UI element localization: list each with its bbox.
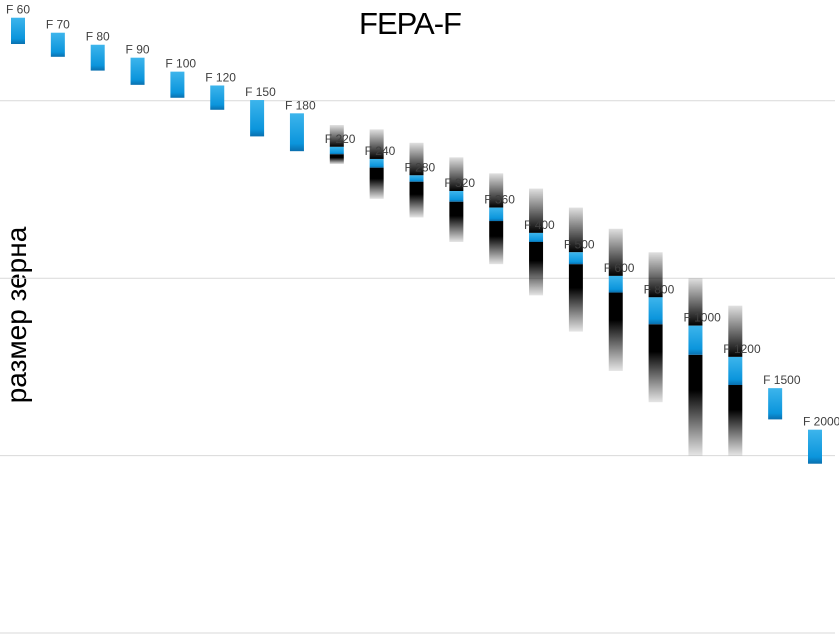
extension-lower bbox=[529, 241, 544, 296]
bar bbox=[688, 325, 703, 355]
bar bbox=[50, 32, 65, 57]
extension-upper bbox=[568, 207, 583, 253]
bar bbox=[648, 297, 663, 325]
bar bbox=[329, 146, 344, 155]
category-label: F 400 bbox=[524, 218, 555, 232]
category-label: F 1000 bbox=[683, 311, 721, 325]
extension-upper bbox=[608, 228, 623, 276]
category-label: F 220 bbox=[325, 132, 356, 146]
bar bbox=[409, 175, 424, 182]
extension-upper bbox=[369, 129, 384, 159]
category-label: F 60 bbox=[6, 3, 30, 17]
bar bbox=[90, 44, 105, 71]
bar bbox=[768, 388, 783, 420]
category-label: F 360 bbox=[484, 193, 515, 207]
extension-lower bbox=[409, 181, 424, 218]
bar bbox=[11, 17, 25, 45]
extension-lower bbox=[608, 292, 623, 371]
category-label: F 600 bbox=[604, 261, 635, 275]
category-label: F 800 bbox=[644, 282, 675, 296]
bar bbox=[489, 207, 504, 222]
category-label: F 80 bbox=[86, 30, 110, 44]
category-label: F 100 bbox=[165, 57, 196, 71]
bar bbox=[369, 158, 384, 168]
extension-lower bbox=[369, 167, 384, 199]
category-label: F 90 bbox=[126, 43, 150, 57]
bar bbox=[170, 71, 185, 98]
category-label: F 1500 bbox=[763, 373, 801, 387]
category-label: F 240 bbox=[365, 144, 396, 158]
extension-upper bbox=[409, 142, 424, 176]
bar bbox=[568, 252, 583, 265]
bar bbox=[289, 113, 304, 152]
extension-upper bbox=[449, 157, 464, 192]
bar bbox=[210, 85, 225, 110]
extension-lower bbox=[688, 354, 703, 456]
category-label: F 150 bbox=[245, 85, 276, 99]
bar bbox=[728, 356, 743, 386]
bar bbox=[449, 191, 464, 202]
extension-upper bbox=[688, 278, 703, 326]
extension-upper bbox=[648, 252, 663, 298]
extension-lower bbox=[449, 201, 464, 242]
bar bbox=[529, 232, 544, 242]
category-label: F 500 bbox=[564, 237, 595, 251]
extension-lower bbox=[489, 221, 504, 265]
category-label: F 320 bbox=[444, 176, 475, 190]
extension-lower bbox=[648, 324, 663, 403]
category-label: F 1200 bbox=[723, 342, 761, 356]
extension-upper bbox=[489, 173, 504, 208]
category-label: F 120 bbox=[205, 70, 236, 84]
extension-upper bbox=[329, 125, 344, 147]
category-label: F 280 bbox=[405, 160, 436, 174]
category-label: F 2000 bbox=[803, 415, 839, 429]
category-label: F 180 bbox=[285, 98, 316, 112]
extension-upper bbox=[529, 188, 544, 233]
bar bbox=[250, 100, 265, 137]
bar bbox=[808, 429, 822, 464]
extension-lower bbox=[728, 385, 743, 456]
bar bbox=[130, 57, 145, 85]
extension-upper bbox=[728, 305, 743, 357]
category-label: F 70 bbox=[46, 18, 70, 32]
bar bbox=[608, 275, 623, 293]
chart-title: FEPA-F bbox=[359, 6, 461, 41]
extension-lower bbox=[568, 264, 583, 332]
extension-lower bbox=[329, 154, 344, 165]
y-axis-label: размер зерна bbox=[1, 226, 32, 403]
